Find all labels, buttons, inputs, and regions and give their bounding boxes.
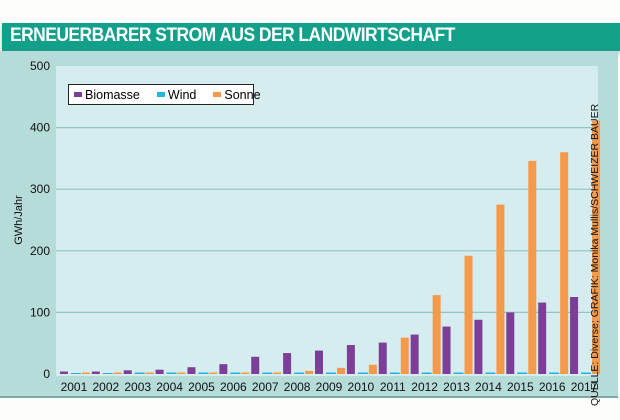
bar-sonne-2017 <box>592 120 601 374</box>
legend-swatch-wind <box>156 92 165 97</box>
source-credit: QUELLE: Diverse; GRAFIK: Monika Mullis/S… <box>589 103 601 406</box>
bar-wind-2002 <box>102 373 113 374</box>
bar-wind-2016 <box>549 372 560 374</box>
legend-item-wind: Wind <box>156 87 197 102</box>
y-tick-label: 0 <box>43 367 50 381</box>
bar-biomasse-2012 <box>410 334 419 374</box>
x-tick-label: 2012 <box>411 380 438 394</box>
bar-biomasse-2007 <box>251 356 260 374</box>
plot-area <box>56 66 598 376</box>
bar-sonne-2014 <box>496 204 505 374</box>
bar-wind-2011 <box>389 372 400 374</box>
bar-wind-2008 <box>294 372 305 374</box>
bar-sonne-2011 <box>400 337 409 374</box>
x-tick-label: 2011 <box>380 380 406 394</box>
bar-biomasse-2013 <box>442 326 451 374</box>
header-bar: ERNEUERBARER STROM AUS DER LANDWIRTSCHAF… <box>2 23 620 51</box>
legend-item-sonne: Sonne <box>213 87 261 102</box>
bar-sonne-2012 <box>432 295 441 374</box>
bar-wind-2007 <box>262 372 273 374</box>
x-tick-label: 2016 <box>539 380 566 394</box>
x-tick-label: 2013 <box>443 380 470 394</box>
bar-biomasse-2006 <box>219 364 228 374</box>
chart-title: ERNEUERBARER STROM AUS DER LANDWIRTSCHAF… <box>10 25 455 46</box>
y-tick-label: 200 <box>30 244 50 258</box>
bar-wind-2012 <box>421 372 432 374</box>
bar-wind-2017 <box>581 372 592 374</box>
y-tick-label: 100 <box>30 305 50 319</box>
x-tick-label: 2015 <box>507 380 534 394</box>
legend-label-sonne: Sonne <box>224 87 261 102</box>
bar-sonne-2015 <box>528 160 537 374</box>
bar-sonne-2010 <box>368 364 377 374</box>
bar-wind-2003 <box>134 372 145 374</box>
bar-sonne-2002 <box>113 372 122 374</box>
x-tick-label: 2008 <box>284 380 311 394</box>
bar-wind-2004 <box>166 372 177 374</box>
bar-biomasse-2016 <box>538 302 547 374</box>
x-tick-label: 2017 <box>571 380 598 394</box>
bar-biomasse-2017 <box>570 297 579 374</box>
x-tick-label: 2014 <box>475 380 502 394</box>
bar-sonne-2005 <box>209 372 218 374</box>
y-tick-label: 400 <box>30 121 50 135</box>
bar-wind-2015 <box>517 372 528 374</box>
bar-sonne-2016 <box>560 152 569 374</box>
bar-sonne-2004 <box>177 372 186 374</box>
bar-sonne-2007 <box>273 372 282 374</box>
bar-wind-2014 <box>485 372 496 374</box>
x-tick-label: 2009 <box>316 380 343 394</box>
legend-swatch-biomasse <box>74 92 82 97</box>
bar-biomasse-2010 <box>346 345 355 374</box>
bar-wind-2013 <box>453 372 464 374</box>
bar-biomasse-2009 <box>315 350 323 374</box>
y-tick-label: 500 <box>30 59 50 73</box>
legend-label-biomasse: Biomasse <box>85 87 140 102</box>
bar-biomasse-2015 <box>506 312 515 374</box>
x-tick-label: 2004 <box>156 380 183 394</box>
bar-wind-2005 <box>198 372 209 374</box>
bar-biomasse-2005 <box>187 367 196 374</box>
legend: Biomasse Wind Sonne <box>68 84 261 105</box>
x-tick-label: 2003 <box>124 380 151 394</box>
bar-sonne-2009 <box>337 367 345 374</box>
x-tick-label: 2006 <box>220 380 247 394</box>
bar-wind-2006 <box>230 372 241 374</box>
bar-sonne-2008 <box>305 370 314 374</box>
bar-sonne-2013 <box>464 255 473 374</box>
x-tick-label: 2007 <box>252 380 279 394</box>
x-tick-label: 2001 <box>61 380 88 394</box>
bar-biomasse-2001 <box>59 371 68 374</box>
bar-wind-2001 <box>70 373 81 374</box>
legend-label-wind: Wind <box>167 87 197 102</box>
y-axis-label: GWh/Jahr <box>12 195 25 245</box>
bar-biomasse-2011 <box>378 342 387 374</box>
bar-sonne-2001 <box>81 372 90 374</box>
bar-biomasse-2002 <box>91 371 100 374</box>
bar-sonne-2006 <box>241 372 250 374</box>
bar-wind-2010 <box>357 372 368 374</box>
x-tick-label: 2005 <box>188 380 215 394</box>
legend-item-biomasse: Biomasse <box>74 88 140 102</box>
bar-biomasse-2004 <box>155 369 164 374</box>
bar-sonne-2003 <box>145 372 154 374</box>
bar-biomasse-2014 <box>474 319 483 374</box>
bar-wind-2009 <box>326 372 336 374</box>
y-tick-label: 300 <box>30 182 50 196</box>
bar-biomasse-2008 <box>283 353 292 374</box>
x-tick-label: 2010 <box>348 380 375 394</box>
legend-swatch-sonne <box>213 92 222 97</box>
bar-biomasse-2003 <box>123 370 132 374</box>
x-tick-label: 2002 <box>92 380 119 394</box>
